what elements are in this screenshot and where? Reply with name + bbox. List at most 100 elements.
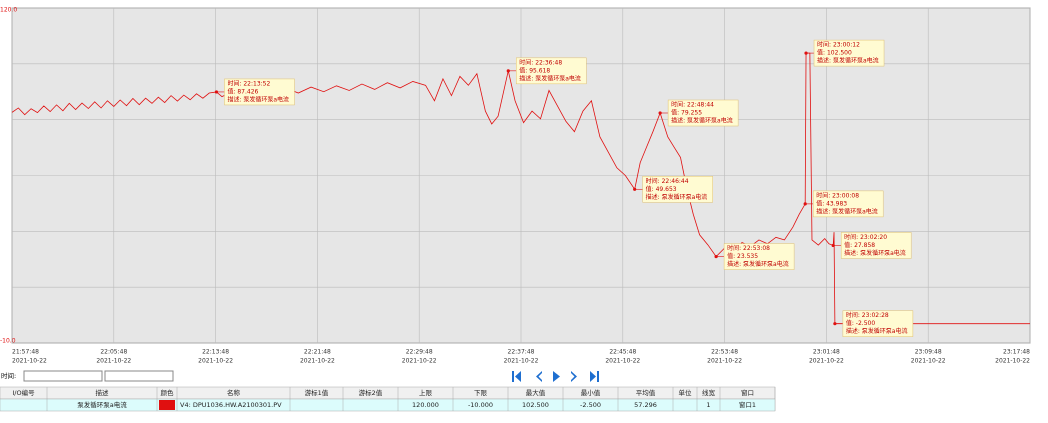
y-tick-label: 120.0: [0, 7, 17, 14]
header-cell: 单位: [679, 388, 693, 397]
annotation-text: 时间: 22:13:52: [227, 79, 270, 87]
x-tick-date: 2021-10-22: [707, 358, 742, 365]
annotation-box: [667, 99, 739, 127]
y-tick-label: -10.0: [0, 338, 16, 345]
table-cell: 102.500: [522, 401, 549, 409]
annotation-text: 值: 49.653: [646, 185, 677, 193]
x-tick-date: 2021-10-22: [605, 358, 640, 365]
table-cell: 1: [706, 401, 710, 409]
end-time-input[interactable]: [104, 370, 174, 382]
annotation-text: 描述: 泵发循环泵a电流: [727, 260, 789, 268]
annotation-box: [840, 232, 912, 259]
x-tick-time: 23:09:48: [915, 349, 942, 356]
x-tick-time: 23:01:48: [813, 349, 840, 356]
table-cell: 窗口1: [739, 400, 756, 409]
table-cell: 120.000: [412, 401, 439, 409]
color-swatch: [159, 400, 175, 410]
annotation-box: [812, 190, 884, 218]
annotation-text: 时间: 23:00:08: [816, 191, 859, 199]
annotation-text: 时间: 22:46:44: [646, 177, 689, 185]
header-cell: 线宽: [702, 388, 716, 397]
x-tick-date: 2021-10-22: [809, 358, 844, 365]
table-header-bg: [0, 386, 776, 400]
last-button[interactable]: [590, 371, 599, 382]
x-tick-time: 21:57:48: [12, 349, 39, 356]
nav-buttons: [512, 371, 599, 382]
annotation-box: [842, 310, 914, 337]
annotation-text: 值: 79.255: [671, 108, 702, 116]
header-cell: 上限: [419, 388, 433, 397]
annotation-text: 时间: 22:53:08: [727, 244, 770, 252]
annotation-text: 值: 23.535: [727, 252, 758, 260]
table-row-bg[interactable]: [0, 398, 776, 412]
x-tick-date: 2021-10-22: [300, 358, 335, 365]
table-cell: 泵发循环泵a电流: [77, 400, 127, 409]
x-tick-date: 2021-10-22: [96, 358, 131, 365]
header-cell: 名称: [227, 388, 241, 397]
table-cell: -10.000: [468, 401, 493, 409]
annotation-text: 时间: 23:02:28: [846, 311, 889, 319]
annotation-text: 时间: 22:36:48: [519, 58, 562, 66]
pen-table: I/O编号 描述 颜色 名称 游标1值 游标2值 上限 下限 最大值 最小值 平均值 单位 线宽 窗口泵发…: [0, 386, 776, 412]
x-tick-time: 23:17:48: [1003, 349, 1030, 356]
x-tick-time: 22:05:48: [100, 349, 127, 356]
table-cell: -2.500: [580, 401, 601, 409]
header-cell: 描述: [96, 388, 110, 397]
annotation-text: 描述: 泵发循环泵a电流: [671, 116, 733, 124]
annotation-text: 时间: 22:48:44: [671, 100, 714, 108]
annotation-text: 描述: 泵发循环泵a电流: [817, 57, 879, 65]
annotation-box: [642, 176, 713, 203]
header-cell: 颜色: [161, 388, 175, 397]
annotation-text: 描述: 泵发循环泵a电流: [846, 327, 908, 335]
annotation-text: 描述: 泵发循环泵a电流: [844, 249, 906, 257]
table-cell: 57.296: [634, 401, 657, 409]
play-button[interactable]: [553, 371, 560, 382]
annotation-box: [516, 57, 587, 85]
annotation-box: [224, 78, 295, 106]
header-cell: 平均值: [636, 388, 656, 397]
start-time-input[interactable]: [23, 370, 103, 382]
x-tick-time: 22:13:48: [202, 349, 229, 356]
next-button[interactable]: [571, 371, 577, 382]
x-tick-time: 22:37:48: [508, 349, 535, 356]
x-tick-time: 22:29:48: [406, 349, 433, 356]
time-label: 时间:: [1, 371, 16, 380]
prev-button[interactable]: [536, 371, 542, 382]
header-cell: 下限: [474, 388, 488, 397]
annotation-text: 值: -2.500: [846, 319, 875, 327]
header-cell: I/O编号: [12, 388, 35, 397]
annotation-text: 值: 87.426: [227, 87, 258, 95]
annotation-text: 时间: 23:02:20: [844, 233, 887, 241]
x-tick-date: 2021-10-22: [911, 358, 946, 365]
header-cell: 游标2值: [359, 388, 383, 397]
annotation-text: 描述: 泵发循环泵a电流: [646, 193, 708, 201]
annotation-text: 描述: 泵发循环泵a电流: [519, 74, 581, 82]
annotation-text: 值: 102.500: [817, 49, 852, 57]
first-button[interactable]: [512, 371, 521, 382]
annotation-text: 值: 43.983: [816, 199, 847, 207]
header-cell: 最大值: [526, 388, 546, 397]
x-tick-date: 2021-10-22: [198, 358, 233, 365]
annotation-text: 值: 27.858: [844, 241, 875, 249]
x-tick-date: 2021-10-22: [402, 358, 437, 365]
header-cell: 最小值: [581, 388, 601, 397]
annotation-box: [813, 39, 885, 67]
x-tick-date: 2021-10-22: [12, 358, 47, 365]
x-tick-date: 2021-10-22: [995, 358, 1030, 365]
annotation-text: 描述: 泵发循环泵a电流: [816, 207, 878, 215]
x-tick-time: 22:45:48: [609, 349, 636, 356]
x-tick-date: 2021-10-22: [504, 358, 539, 365]
x-tick-time: 22:53:48: [711, 349, 738, 356]
table-cell: V4: DPU1036.HW.A2100301.PV: [180, 401, 282, 409]
annotation-box: [723, 243, 795, 270]
